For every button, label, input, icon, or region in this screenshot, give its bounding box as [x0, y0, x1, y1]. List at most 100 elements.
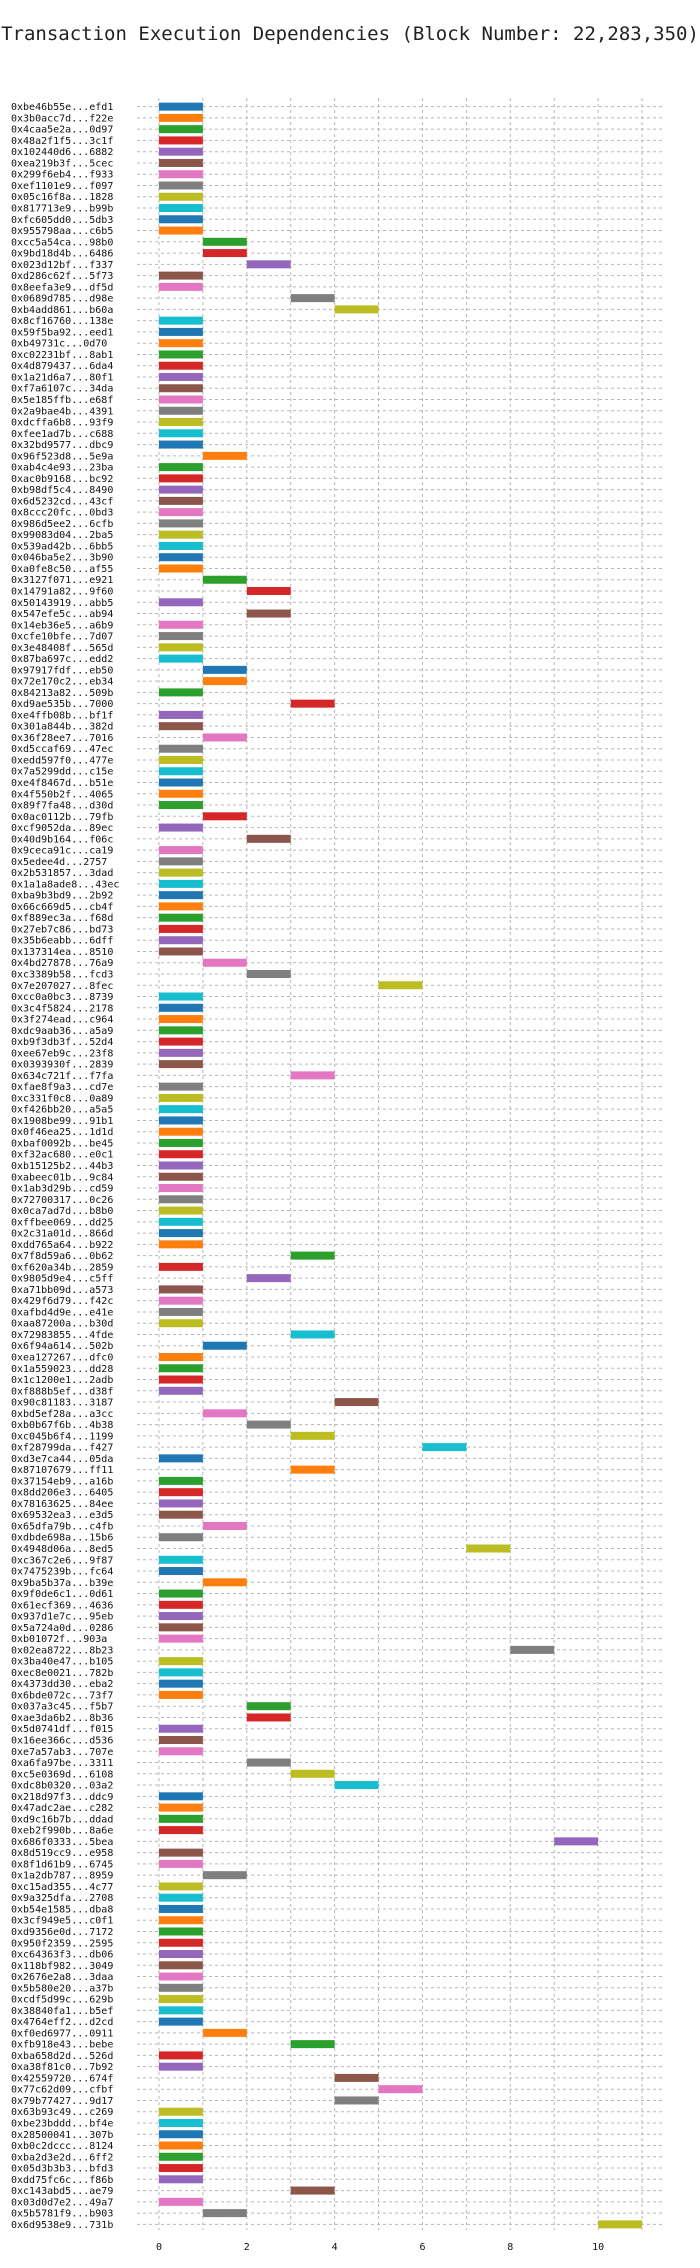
transaction-label: 0xc02231bf...8ab1 [11, 350, 113, 361]
transaction-label: 0x547efe5c...ab94 [11, 609, 113, 620]
transaction-bar [290, 294, 335, 303]
transaction-bar [158, 1510, 203, 1519]
transaction-bar [246, 970, 291, 979]
transaction-label: 0x986d5ee2...6cfb [11, 519, 113, 530]
transaction-bar [202, 812, 247, 821]
transaction-label: 0xdc9aab36...a5a9 [11, 1026, 113, 1037]
transaction-label: 0x2b531857...3dad [11, 868, 113, 879]
transaction-bar [158, 1916, 203, 1925]
transaction-label: 0x4d879437...6da4 [11, 361, 113, 372]
transaction-label: 0x0689d785...d98e [11, 294, 113, 305]
transaction-bar [158, 1116, 203, 1125]
transaction-bar [158, 1060, 203, 1069]
transaction-bar [158, 992, 203, 1001]
transaction-label: 0x046ba5e2...3b90 [11, 553, 113, 564]
transaction-label: 0xb49731c...0d70 [11, 339, 107, 350]
transaction-bar [158, 519, 203, 528]
transaction-bar [158, 440, 203, 449]
transaction-label: 0xfae8f9a3...cd7e [11, 1082, 113, 1093]
transaction-label: 0xc3389b58...fcd3 [11, 970, 113, 981]
transaction-bar [158, 170, 203, 179]
transaction-label: 0x03d0d7e2...49a7 [11, 2197, 113, 2208]
transaction-bar [246, 1758, 291, 1767]
transaction-bar [158, 598, 203, 607]
transaction-label: 0xf426bb20...a5a5 [11, 1105, 113, 1116]
transaction-label: 0x1ab3d29b...cd59 [11, 1184, 113, 1195]
transaction-bar [158, 2197, 203, 2206]
transaction-bar [158, 339, 203, 348]
transaction-bar [158, 1003, 203, 1012]
transaction-label: 0xf0ed6977...0911 [11, 2028, 113, 2039]
transaction-bar [158, 1826, 203, 1835]
transaction-label: 0x8eefa3e9...df5d [11, 282, 113, 293]
transaction-label: 0x634c721f...f7fa [11, 1071, 113, 1082]
transaction-label: 0x4373dd30...eba2 [11, 1679, 113, 1690]
transaction-bar [246, 834, 291, 843]
transaction-bar [158, 2130, 203, 2139]
transaction-label: 0xe4f8467d...b51e [11, 778, 113, 789]
transaction-bar [158, 1972, 203, 1981]
transaction-bar [158, 1296, 203, 1305]
transaction-bar [158, 902, 203, 911]
transaction-bar [158, 1634, 203, 1643]
transaction-bar [158, 2152, 203, 2161]
transaction-bar [158, 857, 203, 866]
transaction-bar [158, 384, 203, 393]
transaction-label: 0x3ba40e47...b105 [11, 1657, 113, 1668]
transaction-label: 0xf620a34b...2859 [11, 1262, 113, 1273]
transaction-label: 0xef1101e9...f097 [11, 181, 113, 192]
transaction-label: 0x87ba697c...edd2 [11, 654, 113, 665]
transaction-bar [158, 789, 203, 798]
transaction-label: 0x48a2f1f5...3c1f [11, 136, 113, 147]
transaction-bar [158, 204, 203, 213]
transaction-label: 0x3cf949e5...c0f1 [11, 1916, 113, 1927]
transaction-bar [158, 767, 203, 776]
transaction-bar [158, 1600, 203, 1609]
transaction-label: 0x65dfa79b...c4fb [11, 1521, 113, 1532]
transaction-bar [158, 485, 203, 494]
transaction-bar [158, 1803, 203, 1812]
transaction-bar [158, 102, 203, 111]
transaction-bar [158, 1904, 203, 1913]
transaction-label: 0x4caa5e2a...0d97 [11, 125, 113, 136]
transaction-bar [158, 654, 203, 663]
transaction-label: 0x9a325dfa...2708 [11, 1893, 113, 1904]
transaction-bar [334, 305, 379, 314]
transaction-bar [290, 2040, 335, 2049]
transaction-label: 0x102440d6...6882 [11, 147, 113, 158]
transaction-bar [158, 1814, 203, 1823]
transaction-label: 0xfb918e43...bebe [11, 2040, 113, 2051]
transaction-bar [158, 1679, 203, 1688]
transaction-bar [158, 688, 203, 697]
transaction-label: 0x16ee366c...d536 [11, 1735, 113, 1746]
transaction-bar [158, 643, 203, 652]
transaction-bar [158, 924, 203, 933]
transaction-bar [158, 1859, 203, 1868]
transaction-label: 0x27eb7c86...bd73 [11, 924, 113, 935]
transaction-label: 0x32bd9577...dbc9 [11, 440, 113, 451]
transaction-bar [158, 406, 203, 415]
transaction-bar [158, 2164, 203, 2173]
transaction-bar [158, 158, 203, 167]
transaction-bar [246, 587, 291, 596]
x-axis-ticks: 0 2 4 6 8 10 [156, 2242, 604, 2253]
transaction-bar [158, 316, 203, 325]
transaction-label: 0x69532ea3...e3d5 [11, 1510, 113, 1521]
x-tick-label: 8 [507, 2242, 513, 2253]
transaction-bar [158, 1037, 203, 1046]
transaction-bar [158, 1724, 203, 1733]
transaction-bar [158, 282, 203, 291]
transaction-label: 0x3127f071...e921 [11, 575, 113, 586]
transaction-label: 0x6d9538e9...731b [11, 2220, 113, 2231]
transaction-label: 0x90c81183...3187 [11, 1398, 113, 1409]
transaction-bar [290, 1330, 335, 1339]
x-tick-label: 10 [592, 2242, 604, 2253]
transaction-label: 0xab4c4e93...23ba [11, 463, 113, 474]
transaction-bar [158, 1476, 203, 1485]
transaction-bar [554, 1837, 599, 1846]
transaction-bar [158, 553, 203, 562]
transaction-label: 0xbd5ef28a...a3cc [11, 1409, 113, 1420]
transaction-bar [158, 1015, 203, 1024]
transaction-bar [158, 1105, 203, 1114]
